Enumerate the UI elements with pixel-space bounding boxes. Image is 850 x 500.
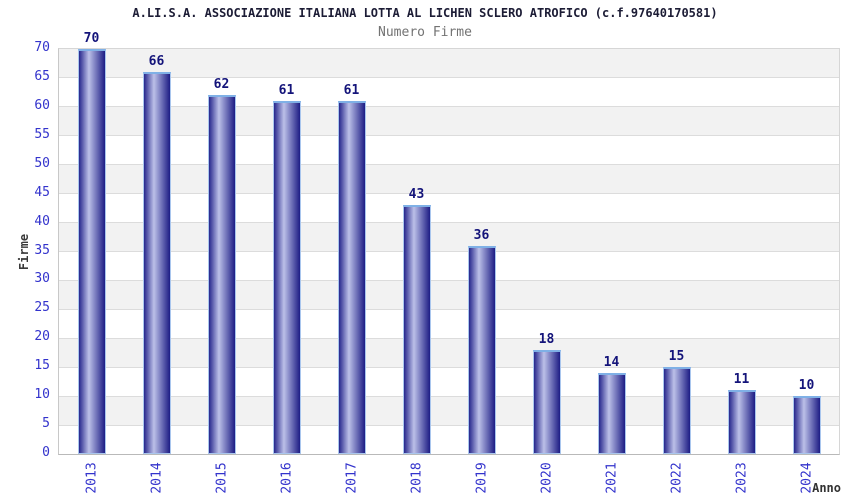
- grid-band: [59, 164, 839, 194]
- bar-value-label: 61: [278, 83, 295, 99]
- x-tick-label: 2019: [474, 462, 489, 494]
- bar: [532, 349, 561, 454]
- grid-line: [59, 251, 839, 252]
- bar: [207, 95, 236, 454]
- bar-value-label: 18: [538, 331, 555, 347]
- bar-value-label: 66: [148, 54, 165, 70]
- x-tick-label: 2016: [279, 462, 294, 494]
- bar: [467, 245, 496, 454]
- bar: [597, 373, 626, 454]
- grid-line: [59, 395, 839, 397]
- bar: [272, 101, 301, 454]
- y-tick-label: 70: [34, 40, 50, 55]
- bar: [77, 49, 106, 454]
- grid-band: [59, 251, 839, 281]
- y-tick-label: 50: [34, 155, 50, 171]
- grid-band: [59, 280, 839, 310]
- grid-line: [59, 193, 839, 195]
- x-tick-label: 2014: [149, 462, 164, 494]
- x-tick-label: 2023: [734, 462, 749, 494]
- y-tick-label: 30: [34, 271, 50, 287]
- grid-band: [59, 49, 839, 78]
- bar-value-label: 14: [603, 355, 620, 370]
- y-tick-label: 35: [34, 242, 50, 258]
- y-tick-label: 0: [42, 445, 50, 460]
- bar: [727, 390, 756, 454]
- x-tick-label: 2024: [799, 462, 814, 494]
- chart-subtitle: Numero Firme: [378, 25, 472, 40]
- y-tick-label: 65: [34, 68, 50, 84]
- bar-value-label: 10: [798, 378, 815, 394]
- y-tick-label: 15: [34, 358, 50, 374]
- bar-value-label: 43: [408, 187, 425, 203]
- grid-band: [59, 106, 839, 136]
- bar-value-label: 61: [343, 83, 360, 99]
- plot-area: 70 66 62 61 61 43 36 18 14 15 11 10: [58, 31, 840, 455]
- y-tick-label: 40: [34, 213, 50, 229]
- x-tick-label: 2017: [344, 462, 359, 494]
- y-tick-label: 45: [34, 184, 50, 200]
- grid-line: [59, 337, 839, 339]
- bar-value-label: 11: [733, 372, 750, 388]
- grid-band: [59, 425, 839, 454]
- grid-line: [59, 222, 839, 224]
- grid-line: [59, 308, 839, 310]
- grid-band: [59, 193, 839, 223]
- bar: [142, 72, 171, 454]
- bar: [792, 396, 821, 454]
- bar: [337, 101, 366, 454]
- grid-line: [59, 135, 839, 137]
- grid-line: [59, 279, 839, 281]
- bar: [662, 367, 691, 454]
- x-tick-label: 2015: [214, 462, 229, 494]
- grid-line: [59, 106, 839, 108]
- grid-line: [59, 366, 839, 368]
- grid-band: [59, 77, 839, 107]
- bar: [402, 205, 431, 454]
- x-tick-label: 2022: [669, 462, 684, 494]
- grid-band: [59, 338, 839, 368]
- grid-line: [59, 77, 839, 79]
- grid-band: [59, 222, 839, 252]
- x-axis-title: Anno: [812, 481, 841, 495]
- grid-line: [59, 424, 839, 426]
- y-tick-label: 55: [34, 126, 50, 142]
- x-tick-label: 2018: [409, 462, 424, 494]
- x-tick-label: 2021: [604, 462, 619, 494]
- x-tick-label: 2013: [84, 462, 99, 494]
- grid-band: [59, 135, 839, 165]
- chart-title: A.LI.S.A. ASSOCIAZIONE ITALIANA LOTTA AL…: [132, 6, 718, 20]
- bar-value-label: 36: [473, 227, 490, 243]
- bar-value-label: 62: [213, 77, 230, 93]
- y-tick-label: 20: [34, 329, 50, 345]
- y-tick-label: 25: [34, 300, 50, 316]
- grid-band: [59, 367, 839, 397]
- grid-line: [59, 164, 839, 166]
- y-tick-label: 10: [34, 387, 50, 403]
- x-tick-label: 2020: [539, 462, 554, 494]
- y-tick-label: 5: [42, 416, 50, 432]
- bar-value-label: 15: [668, 349, 685, 365]
- y-tick-label: 60: [34, 97, 50, 113]
- bar-value-label: 70: [83, 31, 100, 46]
- grid-band: [59, 396, 839, 426]
- grid-band: [59, 309, 839, 339]
